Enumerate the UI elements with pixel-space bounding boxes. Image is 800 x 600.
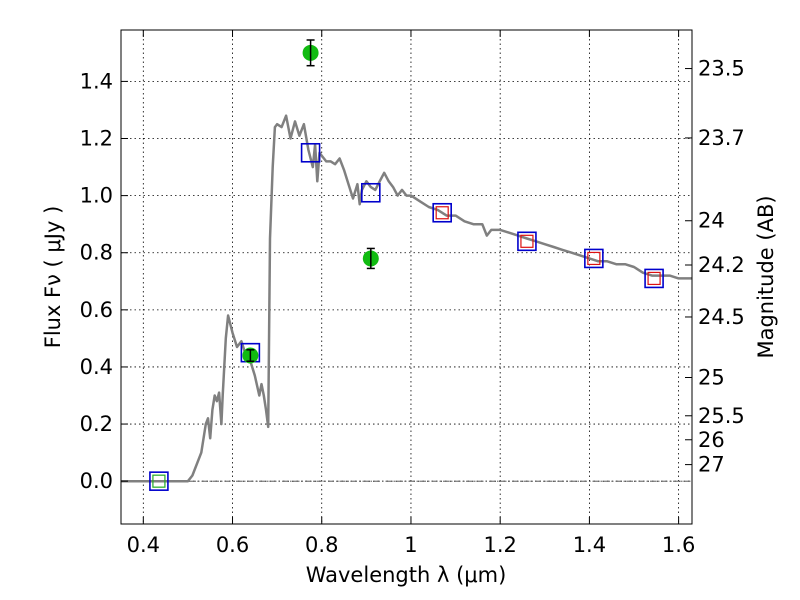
y-tick-label: 0.0: [80, 469, 113, 493]
y-tick-label: 0.6: [80, 298, 113, 322]
x-tick-label: 0.4: [127, 533, 160, 557]
y2-tick-label: 26: [698, 428, 725, 452]
axis-ticks: [121, 30, 692, 524]
x-tick-label: 1.4: [573, 533, 606, 557]
y2-tick-label: 24.5: [698, 305, 745, 329]
x-tick-label: 0.6: [216, 533, 249, 557]
model-photometry-boxes: [149, 142, 664, 491]
model-photometry-box: [149, 471, 169, 491]
y2-tick-label: 24: [698, 209, 725, 233]
y-tick-label: 0.2: [80, 412, 113, 436]
y-tick-label: 0.4: [80, 355, 113, 379]
model-photometry-box: [517, 231, 537, 252]
grid-lines: [121, 30, 692, 524]
model-photometry-box: [432, 202, 452, 223]
y2-tick-label: 27: [698, 453, 725, 477]
model-photometry-box: [300, 142, 321, 163]
y-tick-label: 1.0: [80, 184, 113, 208]
y2-tick-label: 23.7: [698, 126, 745, 150]
y2-tick-label: 25: [698, 366, 725, 390]
y-axis-title: Flux Fν ( μJy ): [41, 206, 65, 349]
y2-tick-label: 25.5: [698, 404, 745, 428]
y2-tick-label: 23.5: [698, 57, 745, 81]
y2-axis-title: Magnitude (AB): [754, 195, 778, 358]
observed-photometry: [242, 39, 379, 364]
x-axis-title: Wavelength λ (μm): [306, 563, 507, 587]
y2-tick-label: 24.2: [698, 253, 745, 277]
y-tick-label: 1.4: [80, 69, 113, 93]
plot-frame: [120, 29, 693, 525]
x-tick-label: 1.2: [483, 533, 516, 557]
inner-box-red: [435, 206, 449, 220]
y-tick-label: 0.8: [80, 241, 113, 265]
model-spectrum-line: [121, 114, 692, 483]
model-photometry-box: [644, 268, 664, 289]
model-photometry-box: [584, 248, 604, 269]
y-tick-label: 1.2: [80, 127, 113, 151]
inner-box-green: [152, 474, 166, 488]
x-tick-label: 0.8: [305, 533, 338, 557]
inner-box-red: [520, 234, 534, 248]
inner-box-red: [647, 271, 661, 286]
inner-box-red: [587, 251, 601, 266]
model-photometry-box: [361, 182, 381, 203]
x-tick-label: 1: [404, 533, 417, 557]
x-tick-label: 1.6: [662, 533, 695, 557]
model-spectrum: [121, 114, 692, 483]
tick-labels: 0.4 0.6 0.8 1 1.2 1.4 1.6 0.0 0.2 0.4 0.6 0.8 1.0 1.2…: [80, 57, 745, 557]
